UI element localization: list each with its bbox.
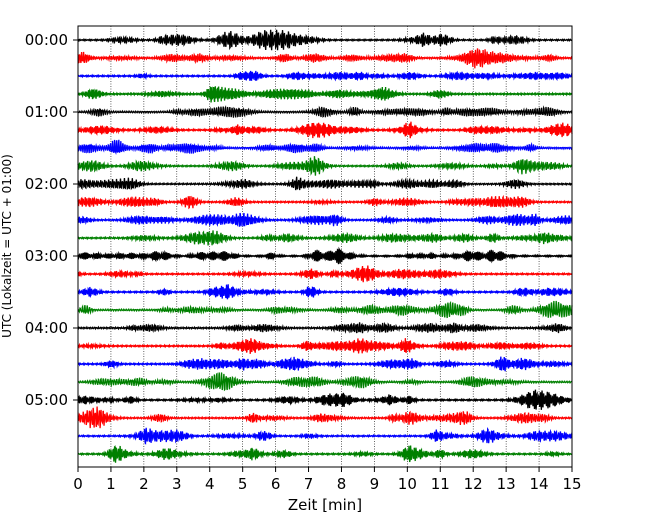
trace-1: [77, 48, 573, 69]
trace-9: [77, 194, 573, 210]
x-tick-label-10: 10: [398, 475, 417, 493]
trace-19: [77, 372, 573, 392]
y-axis-title: UTC (Lokalzeit = UTC + 01:00): [0, 154, 14, 338]
trace-11: [77, 230, 573, 246]
plot-frame: [77, 25, 573, 468]
x-axis-ticks: 0 1 2 3 4 5 6 7 8 9 10 11 12 13 14 15: [73, 467, 582, 493]
trace-14: [77, 284, 573, 300]
plot-background: [78, 26, 572, 467]
x-axis-title: Zeit [min]: [288, 496, 362, 514]
x-tick-label-8: 8: [337, 475, 347, 493]
y-tick-label-4: 04:00: [25, 319, 68, 337]
x-tick-label-11: 11: [431, 475, 450, 493]
trace-22: [77, 426, 573, 445]
trace-15: [77, 300, 573, 319]
trace-23: [77, 445, 573, 463]
seismogram-traces: [77, 29, 573, 463]
x-tick-label-1: 1: [106, 475, 116, 493]
trace-0: [77, 29, 573, 51]
trace-10: [77, 212, 573, 227]
x-tick-label-15: 15: [562, 475, 581, 493]
x-tick-label-2: 2: [139, 475, 149, 493]
y-axis-ticks: 00:00 01:00 02:00 03:00 04:00 05:00: [25, 31, 78, 409]
trace-17: [77, 338, 573, 354]
x-tick-label-7: 7: [304, 475, 314, 493]
x-tick-label-14: 14: [530, 475, 549, 493]
trace-3: [77, 86, 573, 103]
trace-6: [77, 139, 573, 155]
x-tick-label-12: 12: [464, 475, 483, 493]
trace-2: [77, 70, 573, 82]
trace-21: [77, 406, 573, 429]
trace-5: [77, 121, 573, 139]
x-tick-label-3: 3: [172, 475, 182, 493]
y-tick-label-5: 05:00: [25, 391, 68, 409]
trace-18: [77, 356, 573, 372]
y-tick-label-1: 01:00: [25, 103, 68, 121]
x-tick-label-5: 5: [238, 475, 248, 493]
vertical-gridlines: [110, 26, 540, 467]
x-tick-label-13: 13: [497, 475, 516, 493]
trace-20: [77, 389, 573, 410]
trace-13: [77, 265, 573, 283]
trace-12: [77, 246, 573, 265]
trace-8: [77, 176, 573, 191]
trace-4: [77, 105, 573, 118]
x-tick-label-9: 9: [370, 475, 380, 493]
trace-7: [77, 156, 573, 176]
x-tick-label-0: 0: [73, 475, 83, 493]
y-tick-label-3: 03:00: [25, 247, 68, 265]
x-tick-label-6: 6: [271, 475, 281, 493]
y-tick-label-2: 02:00: [25, 175, 68, 193]
trace-16: [77, 321, 573, 334]
y-tick-label-0: 00:00: [25, 31, 68, 49]
x-tick-label-4: 4: [205, 475, 215, 493]
